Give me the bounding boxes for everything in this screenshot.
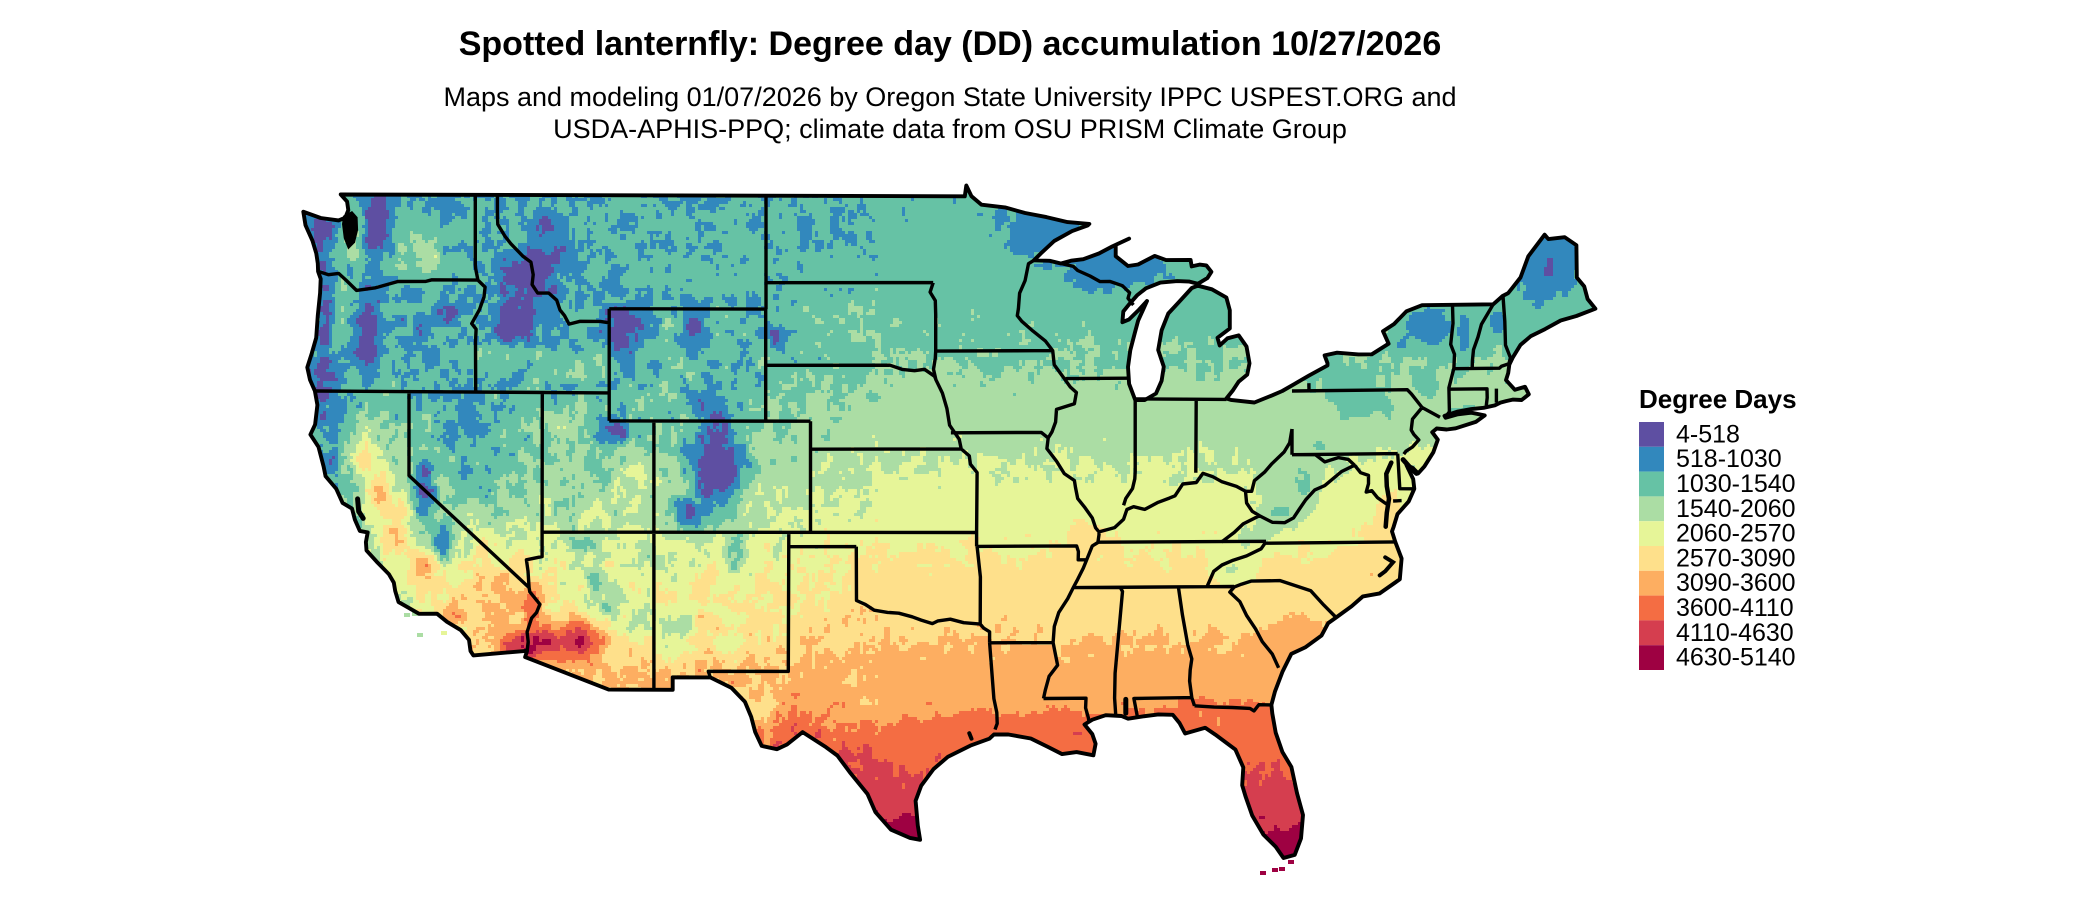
svg-text:Spotted lanternfly: Degree day: Spotted lanternfly: Degree day (DD) accu… — [459, 25, 1442, 63]
svg-text:518-1030: 518-1030 — [1676, 445, 1782, 473]
svg-text:4-518: 4-518 — [1676, 420, 1740, 448]
svg-text:USDA-APHIS-PPQ; climate data f: USDA-APHIS-PPQ; climate data from OSU PR… — [553, 114, 1347, 144]
svg-text:Maps and modeling 01/07/2026 b: Maps and modeling 01/07/2026 by Oregon S… — [443, 82, 1456, 112]
svg-text:3090-3600: 3090-3600 — [1676, 569, 1796, 597]
svg-text:2060-2570: 2060-2570 — [1676, 520, 1796, 548]
svg-text:2570-3090: 2570-3090 — [1676, 544, 1796, 572]
svg-text:3600-4110: 3600-4110 — [1676, 594, 1794, 622]
svg-text:1540-2060: 1540-2060 — [1676, 495, 1796, 523]
svg-text:4110-4630: 4110-4630 — [1676, 619, 1794, 647]
svg-text:1030-1540: 1030-1540 — [1676, 470, 1796, 498]
svg-text:4630-5140: 4630-5140 — [1676, 644, 1796, 672]
svg-text:Degree Days: Degree Days — [1639, 384, 1797, 414]
